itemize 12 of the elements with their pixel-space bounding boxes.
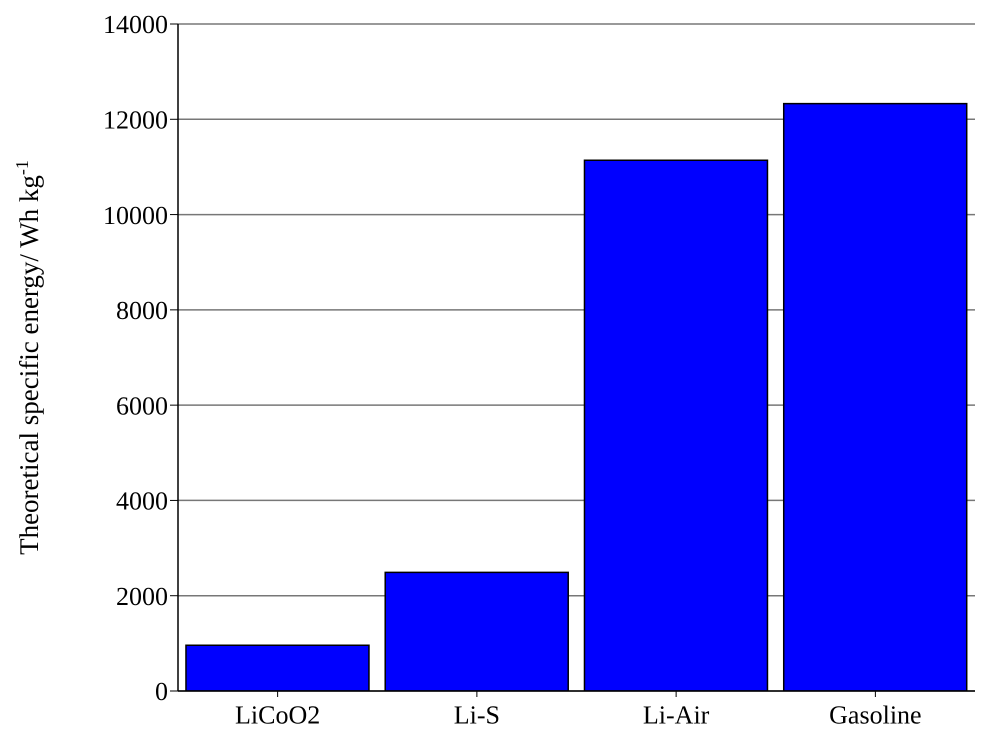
- y-tick-label: 12000: [103, 106, 168, 135]
- y-tick-label: 2000: [116, 582, 168, 611]
- y-tick-label: 0: [155, 677, 168, 706]
- y-tick-label: 4000: [116, 486, 168, 516]
- x-tick-label: Gasoline: [829, 700, 922, 730]
- x-tick-label: Li-Air: [642, 700, 710, 730]
- y-tick-label: 8000: [116, 296, 168, 326]
- y-tick-label: 10000: [103, 200, 168, 230]
- y-tick-label: 6000: [116, 391, 168, 420]
- x-tick-label: LiCoO2: [235, 700, 320, 730]
- x-tick-label: Li-S: [454, 700, 500, 730]
- y-tick-label: 14000: [103, 10, 168, 40]
